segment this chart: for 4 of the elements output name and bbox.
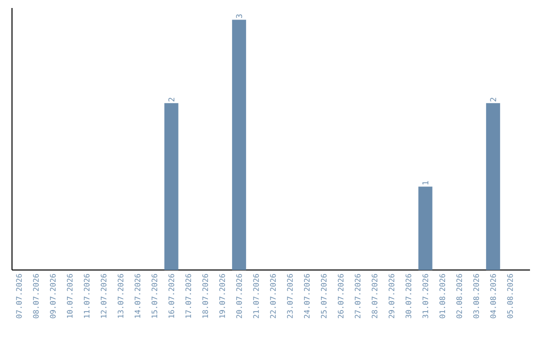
data-label: 2 (168, 98, 174, 102)
data-label: 1 (422, 181, 428, 184)
data-label: 2 (490, 98, 496, 102)
data-label: 3 (236, 14, 242, 18)
